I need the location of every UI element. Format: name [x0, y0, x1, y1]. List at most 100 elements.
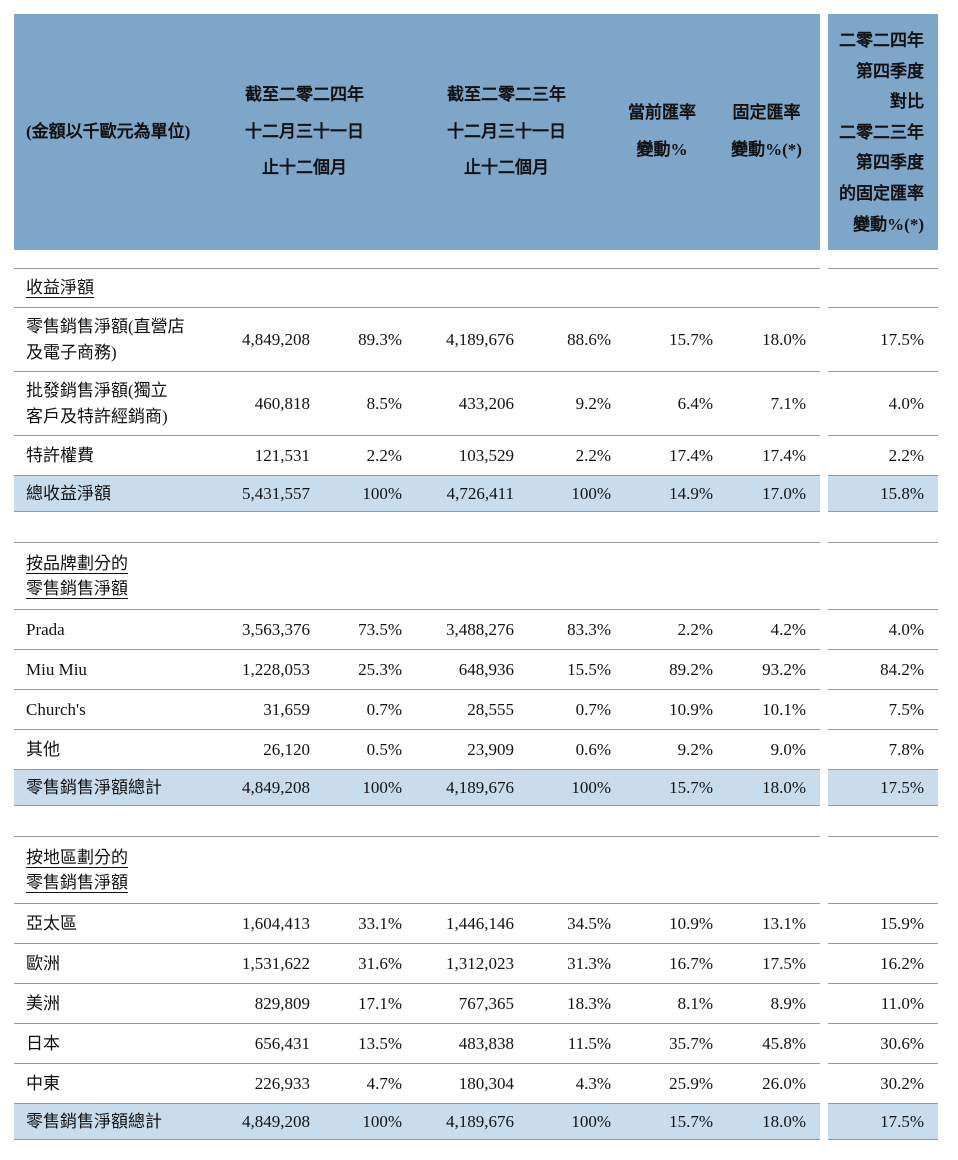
section-title-row: 按地區劃分的 零售銷售淨額	[14, 836, 938, 904]
section-title-row: 按品牌劃分的 零售銷售淨額	[14, 542, 938, 610]
value-2024: 1,531,622	[242, 953, 310, 973]
row-label: 其他	[26, 739, 60, 759]
value-2024: 656,431	[254, 1033, 310, 1053]
table-row: 亞太區 1,604,413 33.1% 1,446,146 34.5% 10.9…	[14, 904, 938, 944]
column-gap	[820, 1064, 828, 1104]
fixed-fx-change: 45.8%	[762, 1033, 806, 1053]
row-label: 零售銷售淨額總計	[26, 777, 162, 797]
q4-fx-change: 7.5%	[828, 690, 938, 730]
fixed-fx-change: 17.5%	[762, 953, 806, 973]
current-fx-change: 8.1%	[677, 993, 713, 1013]
pct-2023: 9.2%	[575, 393, 611, 413]
fixed-fx-change: 18.0%	[762, 329, 806, 349]
fixed-fx-change: 7.1%	[770, 393, 806, 413]
value-2024: 26,120	[263, 739, 310, 759]
pct-2023: 11.5%	[567, 1033, 611, 1053]
spacer	[14, 512, 938, 542]
column-gap	[820, 650, 828, 690]
column-header-q4-fx: 二零二四年 第四季度 對比 二零二三年 第四季度 的固定匯率 變動%(*)	[828, 14, 938, 250]
row-label: 零售銷售淨額(直營店 及電子商務)	[26, 317, 185, 362]
fixed-fx-change: 13.1%	[762, 913, 806, 933]
pct-2023: 18.3%	[567, 993, 611, 1013]
current-fx-change: 25.9%	[669, 1073, 713, 1093]
section-title: 按品牌劃分的 零售銷售淨額	[26, 553, 128, 599]
table-row: Church's 31,659 0.7% 28,555 0.7% 10.9% 1…	[14, 690, 938, 730]
row-label: 美洲	[26, 993, 60, 1013]
table-row: 批發銷售淨額(獨立 客戶及特許經銷商) 460,818 8.5% 433,206…	[14, 372, 938, 436]
value-2023: 648,936	[458, 659, 514, 679]
pct-2024: 13.5%	[358, 1033, 402, 1053]
column-header-2024: 截至二零二四年 十二月三十一日 止十二個月	[245, 85, 364, 178]
pct-2023: 4.3%	[575, 1073, 611, 1093]
side-cell	[828, 836, 938, 904]
table-header-main: (金額以千歐元為單位) 截至二零二四年 十二月三十一日 止十二個月 截至二零二三…	[14, 14, 820, 250]
pct-2023: 100%	[571, 483, 611, 503]
column-gap	[820, 1024, 828, 1064]
financial-table: (金額以千歐元為單位) 截至二零二四年 十二月三十一日 止十二個月 截至二零二三…	[14, 14, 938, 1140]
row-label: 零售銷售淨額總計	[26, 1111, 162, 1131]
fixed-fx-change: 8.9%	[770, 993, 806, 1013]
total-row: 零售銷售淨額總計 4,849,208 100% 4,189,676 100% 1…	[14, 1104, 938, 1140]
current-fx-change: 15.7%	[669, 329, 713, 349]
value-2023: 767,365	[458, 993, 514, 1013]
table-row: 歐洲 1,531,622 31.6% 1,312,023 31.3% 16.7%…	[14, 944, 938, 984]
section-title: 按地區劃分的 零售銷售淨額	[26, 847, 128, 893]
row-label: 日本	[26, 1033, 60, 1053]
q4-fx-change: 17.5%	[828, 1104, 938, 1140]
value-2024: 121,531	[254, 445, 310, 465]
value-2023: 1,446,146	[446, 913, 514, 933]
table-row: 美洲 829,809 17.1% 767,365 18.3% 8.1% 8.9%…	[14, 984, 938, 1024]
pct-2024: 4.7%	[366, 1073, 402, 1093]
value-2024: 3,563,376	[242, 619, 310, 639]
pct-2023: 0.6%	[575, 739, 611, 759]
table-header-row: (金額以千歐元為單位) 截至二零二四年 十二月三十一日 止十二個月 截至二零二三…	[14, 14, 938, 250]
table-row: 日本 656,431 13.5% 483,838 11.5% 35.7% 45.…	[14, 1024, 938, 1064]
column-gap	[820, 904, 828, 944]
value-2024: 829,809	[254, 993, 310, 1013]
current-fx-change: 16.7%	[669, 953, 713, 973]
column-gap	[820, 542, 828, 610]
pct-2023: 2.2%	[575, 445, 611, 465]
value-2024: 226,933	[254, 1073, 310, 1093]
current-fx-change: 10.9%	[669, 913, 713, 933]
spacer	[14, 806, 938, 836]
column-header-2023: 截至二零二三年 十二月三十一日 止十二個月	[447, 85, 566, 178]
current-fx-change: 15.7%	[669, 1111, 713, 1131]
q4-fx-change: 4.0%	[828, 610, 938, 650]
fixed-fx-change: 4.2%	[770, 619, 806, 639]
current-fx-change: 10.9%	[669, 699, 713, 719]
current-fx-change: 2.2%	[677, 619, 713, 639]
q4-fx-change: 4.0%	[828, 372, 938, 436]
value-2023: 180,304	[458, 1073, 514, 1093]
value-2024: 1,604,413	[242, 913, 310, 933]
table-row: 中東 226,933 4.7% 180,304 4.3% 25.9% 26.0%…	[14, 1064, 938, 1104]
fixed-fx-change: 17.0%	[762, 483, 806, 503]
value-2023: 4,189,676	[446, 777, 514, 797]
value-2024: 460,818	[254, 393, 310, 413]
q4-fx-change: 30.6%	[828, 1024, 938, 1064]
column-gap	[820, 436, 828, 476]
current-fx-change: 89.2%	[669, 659, 713, 679]
current-fx-change: 35.7%	[669, 1033, 713, 1053]
fixed-fx-change: 18.0%	[762, 1111, 806, 1131]
pct-2024: 0.5%	[366, 739, 402, 759]
column-gap	[820, 308, 828, 372]
row-label: 亞太區	[26, 913, 77, 933]
current-fx-change: 6.4%	[677, 393, 713, 413]
pct-2024: 8.5%	[366, 393, 402, 413]
current-fx-change: 9.2%	[677, 739, 713, 759]
column-gap	[820, 944, 828, 984]
row-label: Miu Miu	[26, 659, 87, 679]
q4-fx-change: 2.2%	[828, 436, 938, 476]
pct-2023: 0.7%	[575, 699, 611, 719]
pct-2024: 33.1%	[358, 913, 402, 933]
q4-fx-change: 15.9%	[828, 904, 938, 944]
value-2024: 1,228,053	[242, 659, 310, 679]
pct-2024: 25.3%	[358, 659, 402, 679]
column-gap	[820, 1104, 828, 1140]
pct-2024: 73.5%	[358, 619, 402, 639]
fixed-fx-change: 9.0%	[770, 739, 806, 759]
table-row: Prada 3,563,376 73.5% 3,488,276 83.3% 2.…	[14, 610, 938, 650]
pct-2023: 15.5%	[567, 659, 611, 679]
pct-2024: 100%	[362, 777, 402, 797]
